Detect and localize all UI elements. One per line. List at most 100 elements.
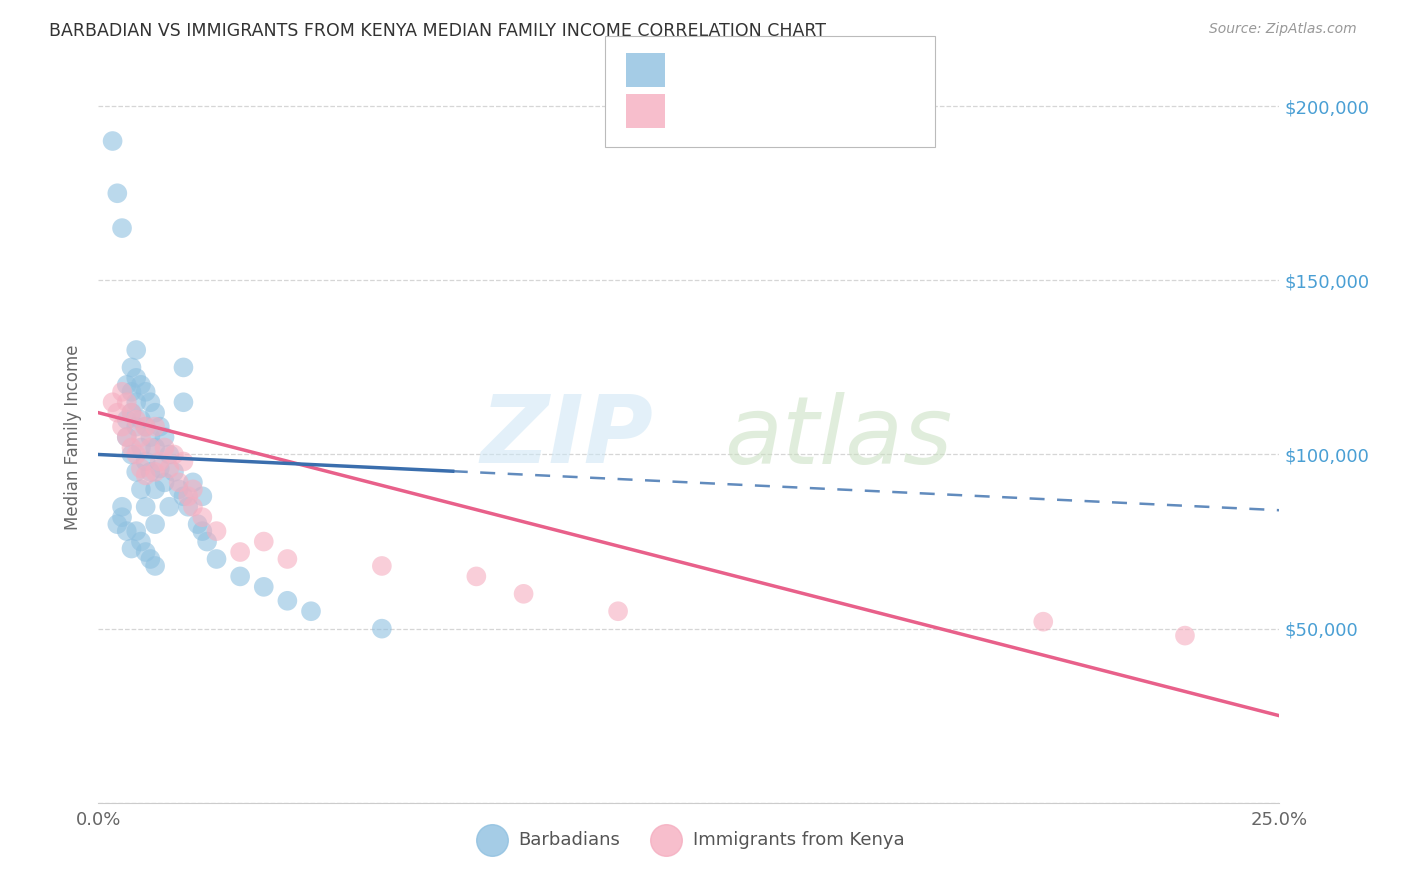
Point	[191, 524, 214, 538]
Point	[163, 465, 186, 479]
Point	[139, 430, 162, 444]
Point	[465, 569, 488, 583]
Point	[195, 534, 218, 549]
Point	[191, 510, 214, 524]
Text: Source: ZipAtlas.com: Source: ZipAtlas.com	[1209, 22, 1357, 37]
Point	[607, 604, 630, 618]
Point	[135, 545, 157, 559]
Point	[129, 430, 152, 444]
Point	[143, 517, 166, 532]
Point	[139, 552, 162, 566]
Point	[121, 448, 143, 462]
Point	[157, 448, 180, 462]
Point	[121, 441, 143, 455]
Point	[121, 541, 143, 556]
Point	[135, 384, 157, 399]
Point	[121, 360, 143, 375]
Point	[205, 524, 228, 538]
Point	[129, 377, 152, 392]
Point	[149, 419, 172, 434]
Point	[135, 419, 157, 434]
Point	[229, 545, 252, 559]
Point	[111, 221, 134, 235]
Point	[111, 500, 134, 514]
Point	[111, 419, 134, 434]
Point	[167, 483, 190, 497]
Point	[105, 517, 128, 532]
Y-axis label: Median Family Income: Median Family Income	[65, 344, 83, 530]
Point	[125, 465, 148, 479]
Point	[177, 500, 200, 514]
Point	[129, 534, 152, 549]
Point	[172, 454, 194, 468]
Point	[512, 587, 534, 601]
Point	[125, 343, 148, 357]
Point	[121, 406, 143, 420]
Point	[149, 454, 172, 468]
Point	[371, 558, 394, 573]
Point	[121, 384, 143, 399]
Text: BARBADIAN VS IMMIGRANTS FROM KENYA MEDIAN FAMILY INCOME CORRELATION CHART: BARBADIAN VS IMMIGRANTS FROM KENYA MEDIA…	[49, 22, 827, 40]
Point	[115, 377, 138, 392]
Point	[181, 483, 204, 497]
Point	[105, 186, 128, 201]
Point	[105, 406, 128, 420]
Point	[163, 448, 186, 462]
Point	[111, 510, 134, 524]
Text: atlas: atlas	[724, 392, 953, 483]
Text: ZIP: ZIP	[481, 391, 654, 483]
Text: R =  -0.521    N = 37: R = -0.521 N = 37	[682, 101, 855, 119]
Point	[115, 430, 138, 444]
Point	[153, 441, 176, 455]
Point	[253, 580, 276, 594]
Point	[115, 412, 138, 426]
Point	[115, 395, 138, 409]
Point	[181, 500, 204, 514]
Point	[1032, 615, 1054, 629]
Point	[129, 461, 152, 475]
Point	[172, 395, 194, 409]
Point	[139, 441, 162, 455]
Point	[153, 430, 176, 444]
Point	[149, 461, 172, 475]
Point	[299, 604, 322, 618]
Point	[101, 395, 124, 409]
Point	[101, 134, 124, 148]
Point	[153, 475, 176, 490]
Point	[129, 441, 152, 455]
Point	[143, 419, 166, 434]
Point	[135, 454, 157, 468]
Point	[111, 384, 134, 399]
Point	[135, 419, 157, 434]
Point	[135, 468, 157, 483]
Point	[143, 441, 166, 455]
Point	[191, 489, 214, 503]
Point	[143, 465, 166, 479]
Point	[125, 371, 148, 385]
Point	[172, 489, 194, 503]
Point	[125, 419, 148, 434]
Point	[157, 461, 180, 475]
Point	[115, 430, 138, 444]
Text: R = -0.064    N = 63: R = -0.064 N = 63	[682, 60, 851, 78]
Point	[371, 622, 394, 636]
Point	[139, 395, 162, 409]
Point	[1174, 629, 1197, 643]
Point	[139, 465, 162, 479]
Point	[177, 489, 200, 503]
Point	[125, 395, 148, 409]
Point	[143, 406, 166, 420]
Point	[229, 569, 252, 583]
Point	[125, 524, 148, 538]
Point	[143, 558, 166, 573]
Point	[115, 524, 138, 538]
Point	[129, 483, 152, 497]
Point	[276, 552, 298, 566]
Point	[121, 406, 143, 420]
Point	[181, 475, 204, 490]
Point	[167, 475, 190, 490]
Point	[253, 534, 276, 549]
Point	[157, 500, 180, 514]
Legend: Barbadians, Immigrants from Kenya: Barbadians, Immigrants from Kenya	[467, 823, 911, 856]
Point	[172, 360, 194, 375]
